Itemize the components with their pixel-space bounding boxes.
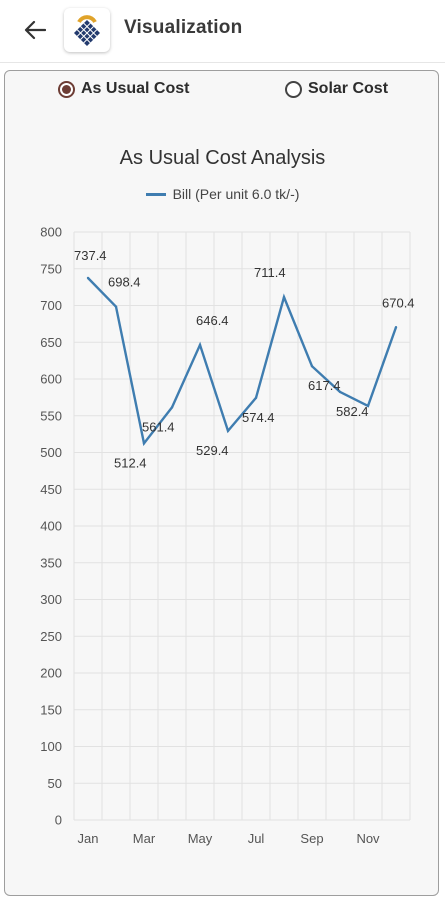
- legend-line-swatch: [145, 192, 166, 196]
- y-tick-label: 750: [40, 261, 62, 276]
- x-tick-label: May: [188, 831, 213, 846]
- chart-title: As Usual Cost Analysis: [119, 147, 326, 169]
- x-tick-label: Jul: [248, 831, 265, 846]
- y-tick-label: 350: [40, 555, 62, 570]
- app-logo: [64, 8, 110, 52]
- chart-card: [4, 70, 439, 896]
- radio-unselected-icon: [285, 80, 302, 98]
- data-point: [282, 295, 286, 299]
- y-tick-label: 0: [55, 813, 62, 828]
- x-tick-label: Nov: [356, 831, 380, 846]
- radio-label-solar-cost: Solar Cost: [308, 80, 389, 97]
- x-tick-label: Jan: [78, 831, 99, 846]
- data-label: 670.4: [382, 295, 415, 310]
- x-tick-label: Sep: [300, 831, 323, 846]
- data-point: [170, 406, 174, 409]
- app-bar: Visualization: [0, 0, 445, 63]
- y-tick-label: 500: [40, 445, 62, 460]
- solar-panel-logo-icon: [74, 15, 100, 46]
- y-tick-label: 650: [40, 335, 62, 350]
- data-label: 646.4: [196, 313, 229, 328]
- data-label: 512.4: [114, 455, 147, 470]
- y-tick-label: 600: [40, 372, 62, 387]
- y-tick-label: 150: [40, 702, 62, 717]
- radio-label-as-usual-cost: As Usual Cost: [81, 80, 190, 97]
- data-point: [338, 390, 342, 394]
- y-tick-label: 700: [40, 298, 62, 313]
- data-label: 582.4: [336, 404, 369, 419]
- y-tick-label: 300: [40, 592, 62, 607]
- data-point: [366, 404, 370, 408]
- data-label: 737.4: [74, 248, 107, 263]
- y-tick-label: 250: [40, 629, 62, 644]
- data-point: [226, 429, 230, 433]
- y-tick-label: 550: [40, 408, 62, 423]
- data-point: [310, 365, 314, 368]
- y-tick-label: 100: [40, 739, 62, 754]
- page-title: Visualization: [124, 17, 243, 38]
- x-tick-label: Mar: [133, 831, 156, 846]
- data-label: 711.4: [254, 265, 286, 280]
- y-tick-label: 400: [40, 519, 62, 534]
- radio-selected-icon: [58, 80, 75, 98]
- data-point: [254, 396, 258, 400]
- y-tick-label: 450: [40, 482, 62, 497]
- chart-legend: Bill (Per unit 6.0 tk/-): [0, 186, 445, 202]
- data-point: [86, 276, 90, 280]
- y-tick-label: 50: [48, 776, 62, 791]
- legend-label: Bill (Per unit 6.0 tk/-): [172, 186, 300, 202]
- radio-solar-cost[interactable]: Solar Cost: [285, 80, 388, 98]
- series-line-bill: [87, 277, 398, 447]
- cost-type-radio-group: As Usual Cost Solar Cost: [0, 80, 445, 106]
- radio-as-usual-cost[interactable]: As Usual Cost: [58, 80, 189, 98]
- data-label: 561.4: [142, 419, 175, 434]
- data-point: [198, 343, 202, 347]
- arrow-left-icon: [24, 20, 46, 40]
- data-label: 617.4: [308, 378, 341, 393]
- data-point: [142, 442, 146, 445]
- back-button[interactable]: [18, 15, 52, 45]
- data-label: 698.4: [108, 275, 141, 290]
- y-tick-label: 800: [40, 225, 62, 240]
- data-point: [394, 326, 398, 329]
- data-label: 574.4: [242, 410, 275, 425]
- data-label: 529.4: [196, 443, 229, 458]
- y-tick-label: 200: [40, 666, 62, 681]
- data-point: [114, 305, 118, 308]
